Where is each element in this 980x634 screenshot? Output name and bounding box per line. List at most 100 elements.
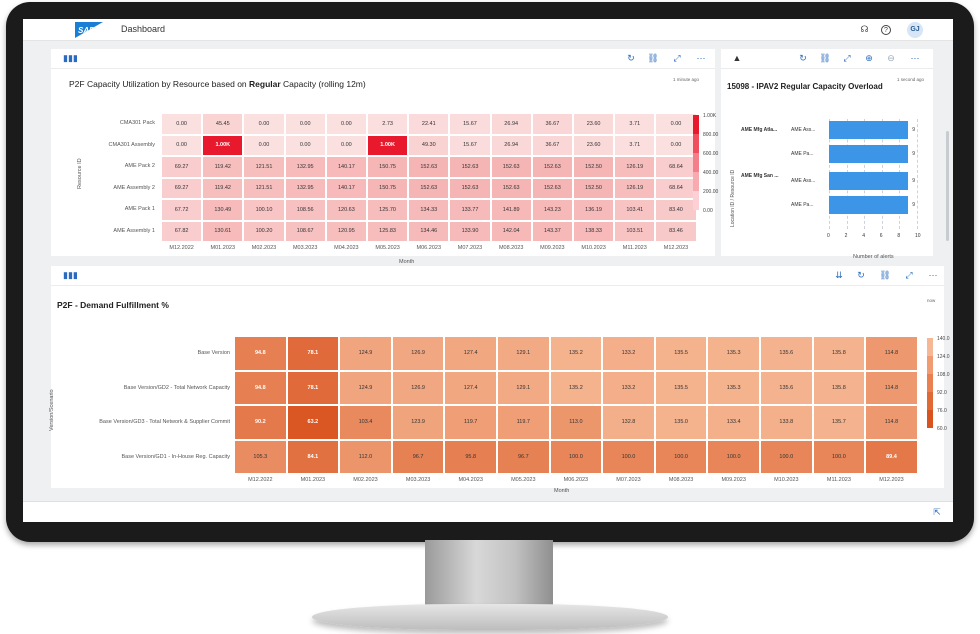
more-icon[interactable]: ⋯: [696, 53, 706, 63]
heatmap-cell: 126.9: [391, 370, 445, 405]
heatmap-cell: 69.27: [161, 156, 203, 178]
refresh-icon[interactable]: ↻: [627, 53, 635, 63]
card-title: P2F - Demand Fulfillment %: [57, 300, 169, 310]
bar-value: 9: [912, 150, 915, 157]
heatmap-cell: 152.50: [573, 177, 615, 199]
more-icon[interactable]: ⋯: [928, 270, 938, 280]
row-label: CMA301 Assembly: [108, 141, 155, 148]
heatmap-cell: 67.82: [161, 220, 203, 242]
collapse-icon[interactable]: ⇊: [835, 270, 843, 280]
legend-label: 0.00: [703, 208, 713, 214]
heatmap-cell: 124.9: [339, 370, 392, 405]
legend-swatch: [927, 356, 933, 374]
legend-swatch: [693, 115, 699, 134]
col-label: M12.2023: [663, 245, 689, 251]
col-label: M05.2023: [375, 245, 400, 251]
card-toolbar: ▮▮▮ ↻ ⛓ ⤢ ⋯: [51, 49, 715, 69]
group-label: AME Mfg Atla...: [741, 127, 778, 133]
heatmap-cell: 129.1: [497, 370, 550, 405]
bar-label: AME Pa...: [791, 150, 814, 157]
help-icon[interactable]: ?: [881, 25, 891, 35]
timestamp: 1 minute ago: [673, 77, 700, 82]
heatmap-cell: 130.49: [202, 199, 244, 221]
heatmap-cell: 142.04: [490, 220, 532, 242]
link-icon[interactable]: ⛓: [879, 270, 891, 280]
heatmap-cell: 135.2: [549, 370, 603, 405]
heatmap-cell: 132.8: [602, 405, 655, 440]
heatmap-cell: 135.5: [654, 370, 708, 405]
bar: [829, 195, 909, 214]
row-label: Base Version/GD1 - In-House Reg. Capacit…: [121, 453, 230, 460]
y-axis-title: Location ID / Resource ID: [730, 169, 736, 227]
headset-icon[interactable]: ☊: [860, 24, 869, 34]
tick-label: 8: [897, 233, 901, 239]
heatmap-cell: 135.0: [654, 405, 708, 440]
heatmap-cell: 15.67: [449, 113, 491, 135]
col-label: M08.2023: [498, 245, 524, 251]
heatmap-cell: 134.33: [408, 199, 450, 221]
col-label: M06.2023: [416, 245, 442, 251]
timestamp: now: [927, 298, 936, 303]
col-label: M06.2023: [563, 477, 589, 483]
heatmap-cell: 0.00: [161, 113, 203, 135]
legend-swatch: [693, 153, 699, 172]
fullscreen-icon[interactable]: ⤢: [905, 270, 913, 280]
heatmap-cell: 119.7: [444, 405, 497, 440]
heatmap-cell: 100.0: [707, 439, 760, 474]
row-label: CMA301 Pack: [119, 120, 155, 126]
bar-label: AME Ass...: [791, 178, 816, 185]
legend-label: 600.00: [703, 151, 719, 157]
title-part: P2F Capacity Utilization by Resource bas…: [69, 79, 250, 89]
monitor-frame: SAP Dashboard ☊ ? GJ ▮▮▮ ↻ ⛓ ⤢ ⋯ P2F Cap…: [6, 2, 974, 542]
legend-swatch: [693, 172, 699, 191]
fullscreen-icon[interactable]: ⤢: [843, 53, 851, 63]
heatmap-cell: 23.60: [573, 113, 615, 135]
heatmap-cell: 152.50: [573, 156, 615, 178]
heatmap-cell: 103.41: [614, 199, 656, 221]
heatmap-cell: 90.2: [234, 405, 287, 440]
col-label: M10.2023: [581, 245, 606, 251]
more-icon[interactable]: ⋯: [910, 53, 920, 63]
monitor-stand-base: [312, 604, 668, 630]
heatmap-cell: 83.46: [655, 220, 697, 242]
refresh-icon[interactable]: ↻: [857, 270, 865, 280]
link-icon[interactable]: ⛓: [647, 53, 659, 63]
legend-swatch: [693, 191, 699, 210]
col-label: M09.2023: [721, 477, 746, 483]
heatmap-cell: 126.19: [614, 156, 656, 178]
heatmap-cell: 49.30: [408, 134, 450, 156]
fullscreen-icon[interactable]: ⤢: [673, 53, 681, 63]
heatmap-cell: 36.67: [531, 134, 573, 156]
heatmap-cell: 108.56: [284, 199, 326, 221]
heatmap-cell: 78.1: [286, 370, 340, 405]
row-label: Base Version/GD3 - Total Network & Suppl…: [99, 419, 230, 425]
shell-bar: SAP Dashboard ☊ ? GJ: [23, 19, 953, 41]
link-icon[interactable]: ⛓: [819, 53, 831, 63]
heatmap-cell: 125.83: [367, 220, 409, 242]
timestamp: 1 second ago: [897, 77, 925, 82]
heatmap-cell: 124.9: [339, 336, 392, 371]
legend-swatch: [693, 134, 699, 153]
tick-label: 4: [862, 233, 865, 239]
avatar[interactable]: GJ: [907, 22, 923, 38]
heatmap-cell: 133.77: [449, 199, 491, 221]
title-bold: Regular: [249, 79, 281, 89]
bar: [829, 121, 909, 139]
refresh-icon[interactable]: ↻: [799, 53, 807, 63]
sap-logo[interactable]: SAP: [75, 22, 103, 38]
col-label: M01.2023: [300, 477, 326, 483]
col-label: M11.2023: [826, 477, 851, 483]
legend-label: 124.0: [937, 354, 950, 360]
zoom-in-icon[interactable]: ⊕: [865, 53, 873, 63]
col-label: M10.2023: [774, 477, 799, 483]
scrollbar[interactable]: [946, 131, 949, 241]
heatmap-cell: 84.1: [286, 439, 340, 474]
heatmap-cell: 100.0: [602, 439, 655, 474]
heatmap-cell: 129.1: [497, 336, 550, 371]
legend-label: 76.0: [937, 408, 947, 414]
row-label: AME Pack 1: [124, 206, 155, 212]
zoom-out-icon[interactable]: ⊖: [887, 53, 895, 63]
bar: [829, 172, 909, 191]
heatmap-cell: 135.8: [812, 370, 866, 405]
share-icon[interactable]: ⇱: [933, 507, 941, 517]
